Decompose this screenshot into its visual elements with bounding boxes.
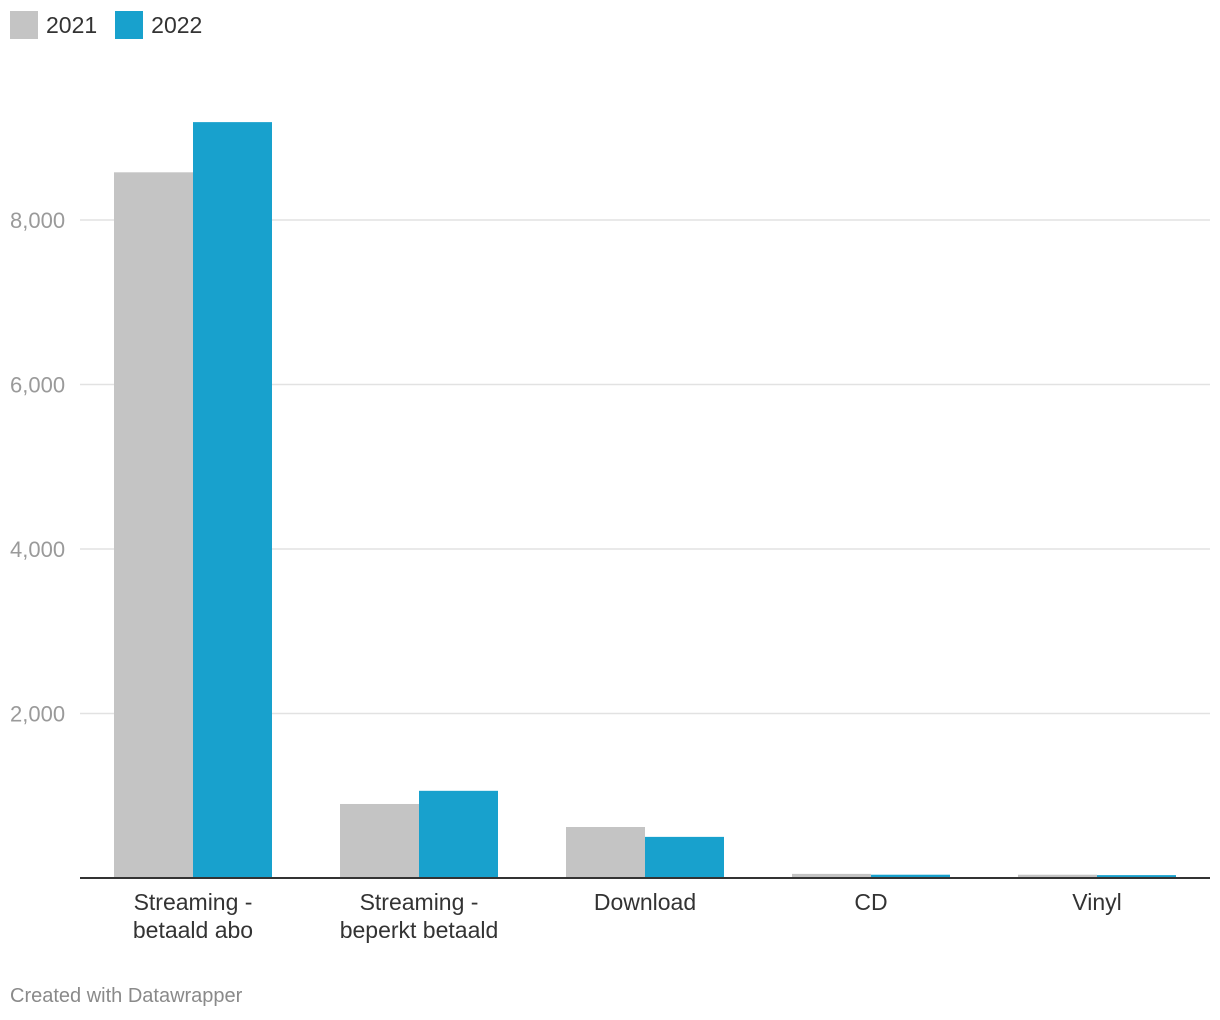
y-tick-label: 6,000 xyxy=(10,373,65,398)
legend-swatch-2021 xyxy=(10,11,38,39)
legend-item-2022: 2022 xyxy=(115,11,202,39)
x-tick-label: Vinyl xyxy=(1072,889,1121,915)
x-tick-label: CD xyxy=(854,889,887,915)
bar-2021-1 xyxy=(340,803,419,878)
bar-2022-0 xyxy=(193,122,272,878)
legend: 2021 2022 xyxy=(10,11,220,39)
x-tick-label: Streaming -beperkt betaald xyxy=(340,889,499,943)
bar-2022-1 xyxy=(419,790,498,878)
bar-2022-3 xyxy=(871,874,950,878)
bar-2021-0 xyxy=(114,172,193,879)
bar-2021-2 xyxy=(566,827,645,878)
y-tick-label: 2,000 xyxy=(10,702,65,727)
datawrapper-credit: Created with Datawrapper xyxy=(10,985,243,1007)
y-tick-label: 8,000 xyxy=(10,208,65,233)
x-tick-label: Streaming -betaald abo xyxy=(133,889,253,943)
bar-2022-4 xyxy=(1097,875,1176,878)
bar-2022-2 xyxy=(645,836,724,878)
bar-2021-4 xyxy=(1018,874,1097,878)
legend-swatch-2022 xyxy=(115,11,144,39)
bar-2021-3 xyxy=(792,873,871,878)
y-tick-label: 4,000 xyxy=(10,537,65,562)
legend-item-2021: 2021 xyxy=(10,11,97,39)
x-tick-label: Download xyxy=(594,889,696,915)
legend-label-2021: 2021 xyxy=(46,11,98,38)
bar-chart: 2,000 4,000 6,000 8,000 Streaming -betaald a… xyxy=(10,122,1210,943)
legend-label-2022: 2022 xyxy=(151,11,203,38)
